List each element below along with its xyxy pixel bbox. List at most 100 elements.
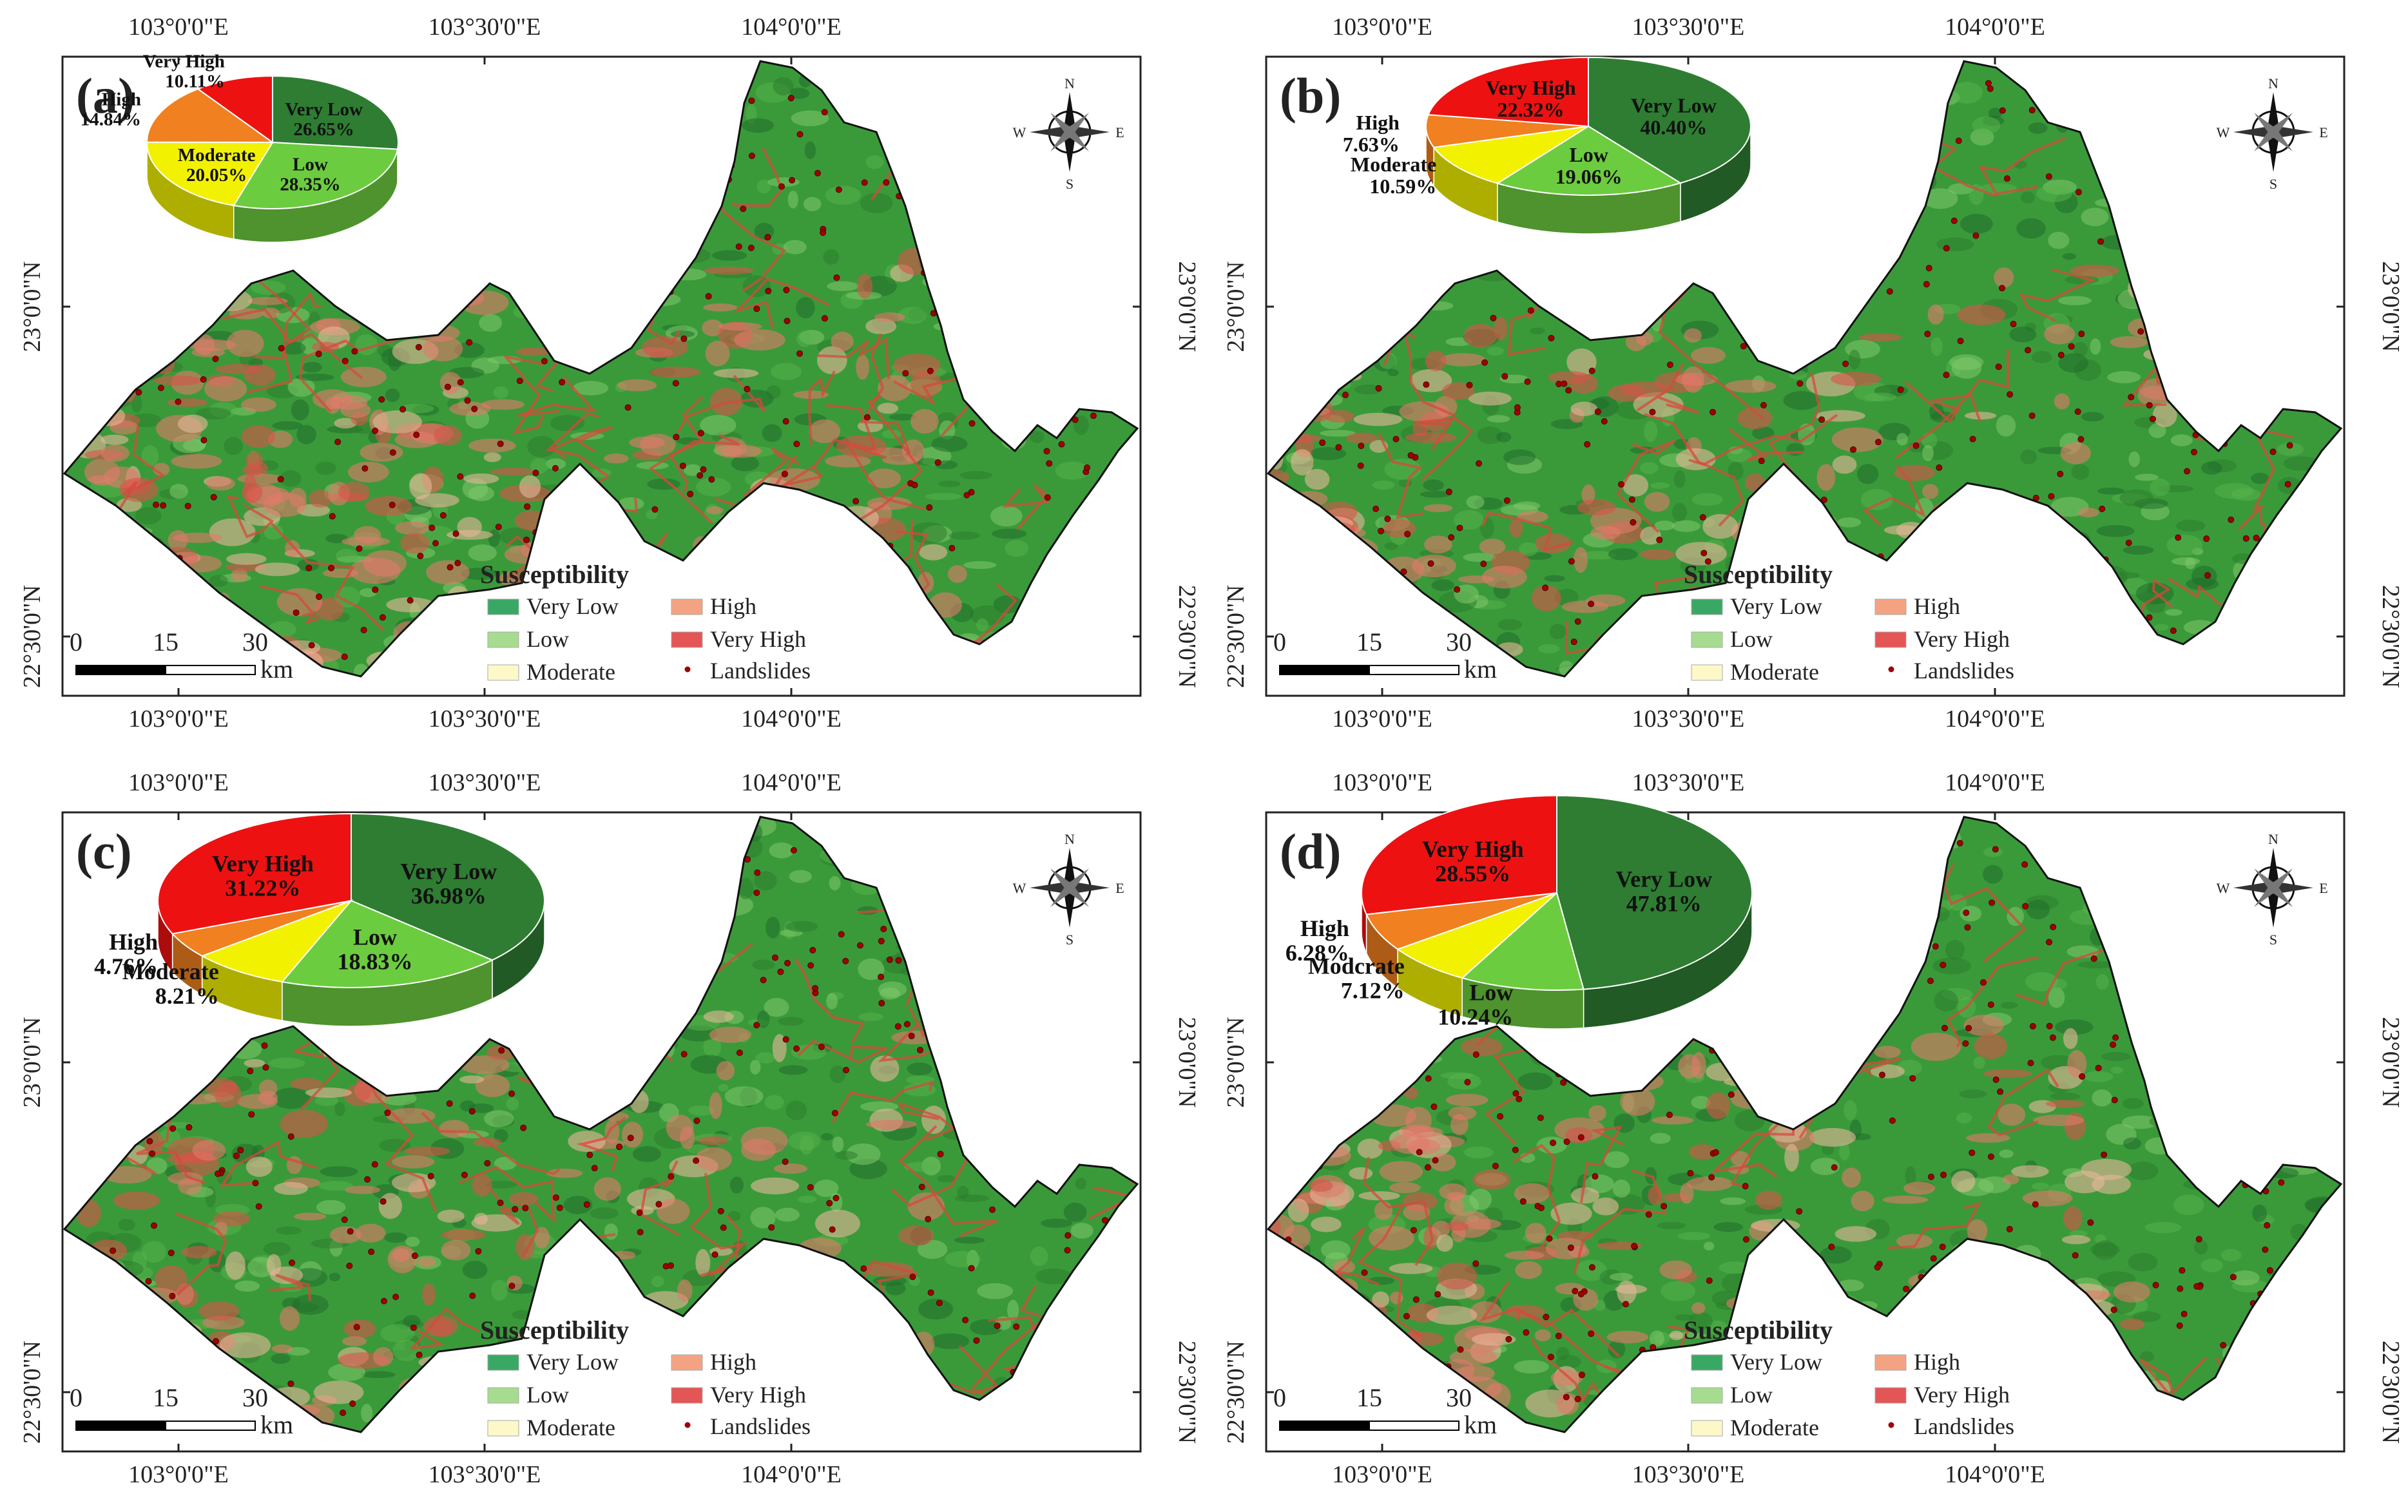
landslide-point bbox=[427, 1172, 434, 1180]
terrain-patch bbox=[771, 363, 802, 381]
river-channel bbox=[2016, 948, 2108, 1006]
landslide-point bbox=[1572, 1288, 1579, 1295]
landslide-point bbox=[446, 1100, 453, 1107]
landslide-point bbox=[1577, 1134, 1584, 1141]
legend-label-very_low: Very Low bbox=[526, 593, 619, 619]
terrain-patch bbox=[491, 1279, 508, 1301]
terrain-patch bbox=[787, 191, 798, 209]
scale-15: 15 bbox=[153, 1383, 178, 1412]
terrain-patch bbox=[845, 1143, 881, 1165]
susceptible-zone bbox=[192, 1140, 226, 1161]
susceptible-zone bbox=[1471, 1333, 1516, 1346]
terrain-patch bbox=[1604, 1151, 1630, 1169]
terrain-patch bbox=[949, 531, 981, 540]
landslide-point bbox=[329, 513, 336, 520]
terrain-patch bbox=[296, 425, 316, 445]
landslide-point bbox=[1434, 1291, 1441, 1298]
lon-label-top: 103°0'0"E bbox=[1332, 769, 1432, 796]
susceptible-zone bbox=[1412, 421, 1429, 437]
landslide-point bbox=[1842, 360, 1849, 367]
lon-label-bottom: 103°30'0"E bbox=[429, 1461, 541, 1488]
landslide-point bbox=[380, 1297, 387, 1305]
lon-label-bottom: 103°0'0"E bbox=[128, 1461, 229, 1488]
susceptible-zone bbox=[1423, 504, 1453, 512]
lat-label-right: 22°30'0"N bbox=[1173, 585, 1200, 688]
susceptible-zone bbox=[1725, 379, 1777, 393]
river-channel bbox=[1894, 349, 2009, 459]
landslide-point bbox=[522, 1205, 529, 1212]
terrain-patch bbox=[1706, 1320, 1728, 1335]
legend-swatch-moderate bbox=[487, 664, 519, 681]
terrain-patch bbox=[1005, 540, 1029, 557]
landslide-point bbox=[784, 318, 791, 325]
terrain-patch bbox=[318, 1181, 353, 1191]
terrain-patch bbox=[754, 871, 777, 891]
landslide-point bbox=[287, 1133, 294, 1140]
lat-label-left: 23°0'0"N bbox=[19, 262, 46, 352]
susceptible-zone bbox=[1379, 1161, 1423, 1183]
susceptible-zone bbox=[2022, 1190, 2073, 1207]
susceptible-zone bbox=[198, 1301, 240, 1321]
susceptible-zone bbox=[459, 1055, 510, 1075]
terrain-patch bbox=[1007, 1299, 1019, 1321]
landslide-point bbox=[973, 1337, 980, 1344]
terrain-patch bbox=[334, 586, 361, 608]
pie-label-moderate: Moderate bbox=[122, 959, 219, 984]
susceptible-zone bbox=[1346, 432, 1378, 444]
terrain-patch bbox=[976, 618, 989, 632]
terrain-patch bbox=[904, 1162, 939, 1172]
landslide-point bbox=[2049, 1034, 2056, 1041]
river-channel bbox=[270, 522, 385, 631]
legend-label-very_low: Very Low bbox=[1730, 1349, 1822, 1375]
susceptible-zone bbox=[1688, 1144, 1717, 1160]
terrain-patch bbox=[791, 110, 829, 126]
lon-label-bottom: 103°0'0"E bbox=[128, 705, 229, 732]
landslide-point bbox=[495, 523, 502, 530]
landslide-point bbox=[909, 1274, 916, 1281]
landslide-point bbox=[903, 1020, 910, 1028]
susceptible-zone bbox=[1967, 1219, 1988, 1243]
terrain-patch bbox=[2150, 478, 2170, 497]
compass-w: W bbox=[2217, 124, 2230, 140]
terrain-patch bbox=[1649, 1330, 1664, 1347]
susceptible-zone bbox=[422, 336, 463, 361]
susceptible-zone bbox=[515, 347, 552, 356]
compass-w: W bbox=[1013, 124, 1026, 140]
landslide-point bbox=[461, 1171, 468, 1178]
legend-label-very_high: Very High bbox=[1914, 1382, 2010, 1408]
panel-letter: (a) bbox=[76, 68, 135, 124]
terrain-patch bbox=[963, 561, 997, 569]
susceptible-zone bbox=[1509, 519, 1523, 538]
lon-label-top: 103°0'0"E bbox=[1332, 14, 1432, 41]
terrain-patch bbox=[750, 1207, 776, 1229]
susceptible-zone bbox=[441, 1239, 471, 1261]
terrain-patch bbox=[1972, 116, 2001, 135]
scale-unit: km bbox=[260, 1410, 293, 1439]
landslide-point bbox=[389, 449, 396, 456]
terrain-patch bbox=[2173, 1194, 2204, 1216]
landslide-point bbox=[417, 553, 424, 560]
terrain-patch bbox=[1999, 1149, 2014, 1158]
pie-label-very_high: Very High bbox=[143, 51, 225, 72]
landslide-point bbox=[821, 315, 828, 322]
susceptible-zone bbox=[1424, 535, 1452, 554]
landslide-point bbox=[413, 431, 420, 438]
landslide-point bbox=[586, 1151, 593, 1158]
landslide-point bbox=[1548, 334, 1555, 341]
susceptible-zone bbox=[285, 540, 300, 557]
landslide-point bbox=[1903, 1285, 1910, 1292]
landslide-point bbox=[693, 1157, 700, 1164]
terrain-patch bbox=[2048, 987, 2065, 1008]
landslide-point bbox=[149, 1150, 156, 1157]
river-channel bbox=[268, 1274, 311, 1301]
susceptible-zone bbox=[1411, 555, 1456, 578]
river-channel bbox=[458, 1165, 555, 1223]
panel-letter: (b) bbox=[1280, 68, 1341, 124]
landslide-point bbox=[289, 1259, 296, 1267]
susceptible-zone bbox=[255, 562, 300, 577]
landslide-point bbox=[169, 1292, 176, 1299]
landslide-point bbox=[1923, 281, 1930, 288]
terrain-patch bbox=[405, 1236, 420, 1247]
landslide-point bbox=[765, 287, 772, 294]
river-channel bbox=[896, 1101, 956, 1142]
